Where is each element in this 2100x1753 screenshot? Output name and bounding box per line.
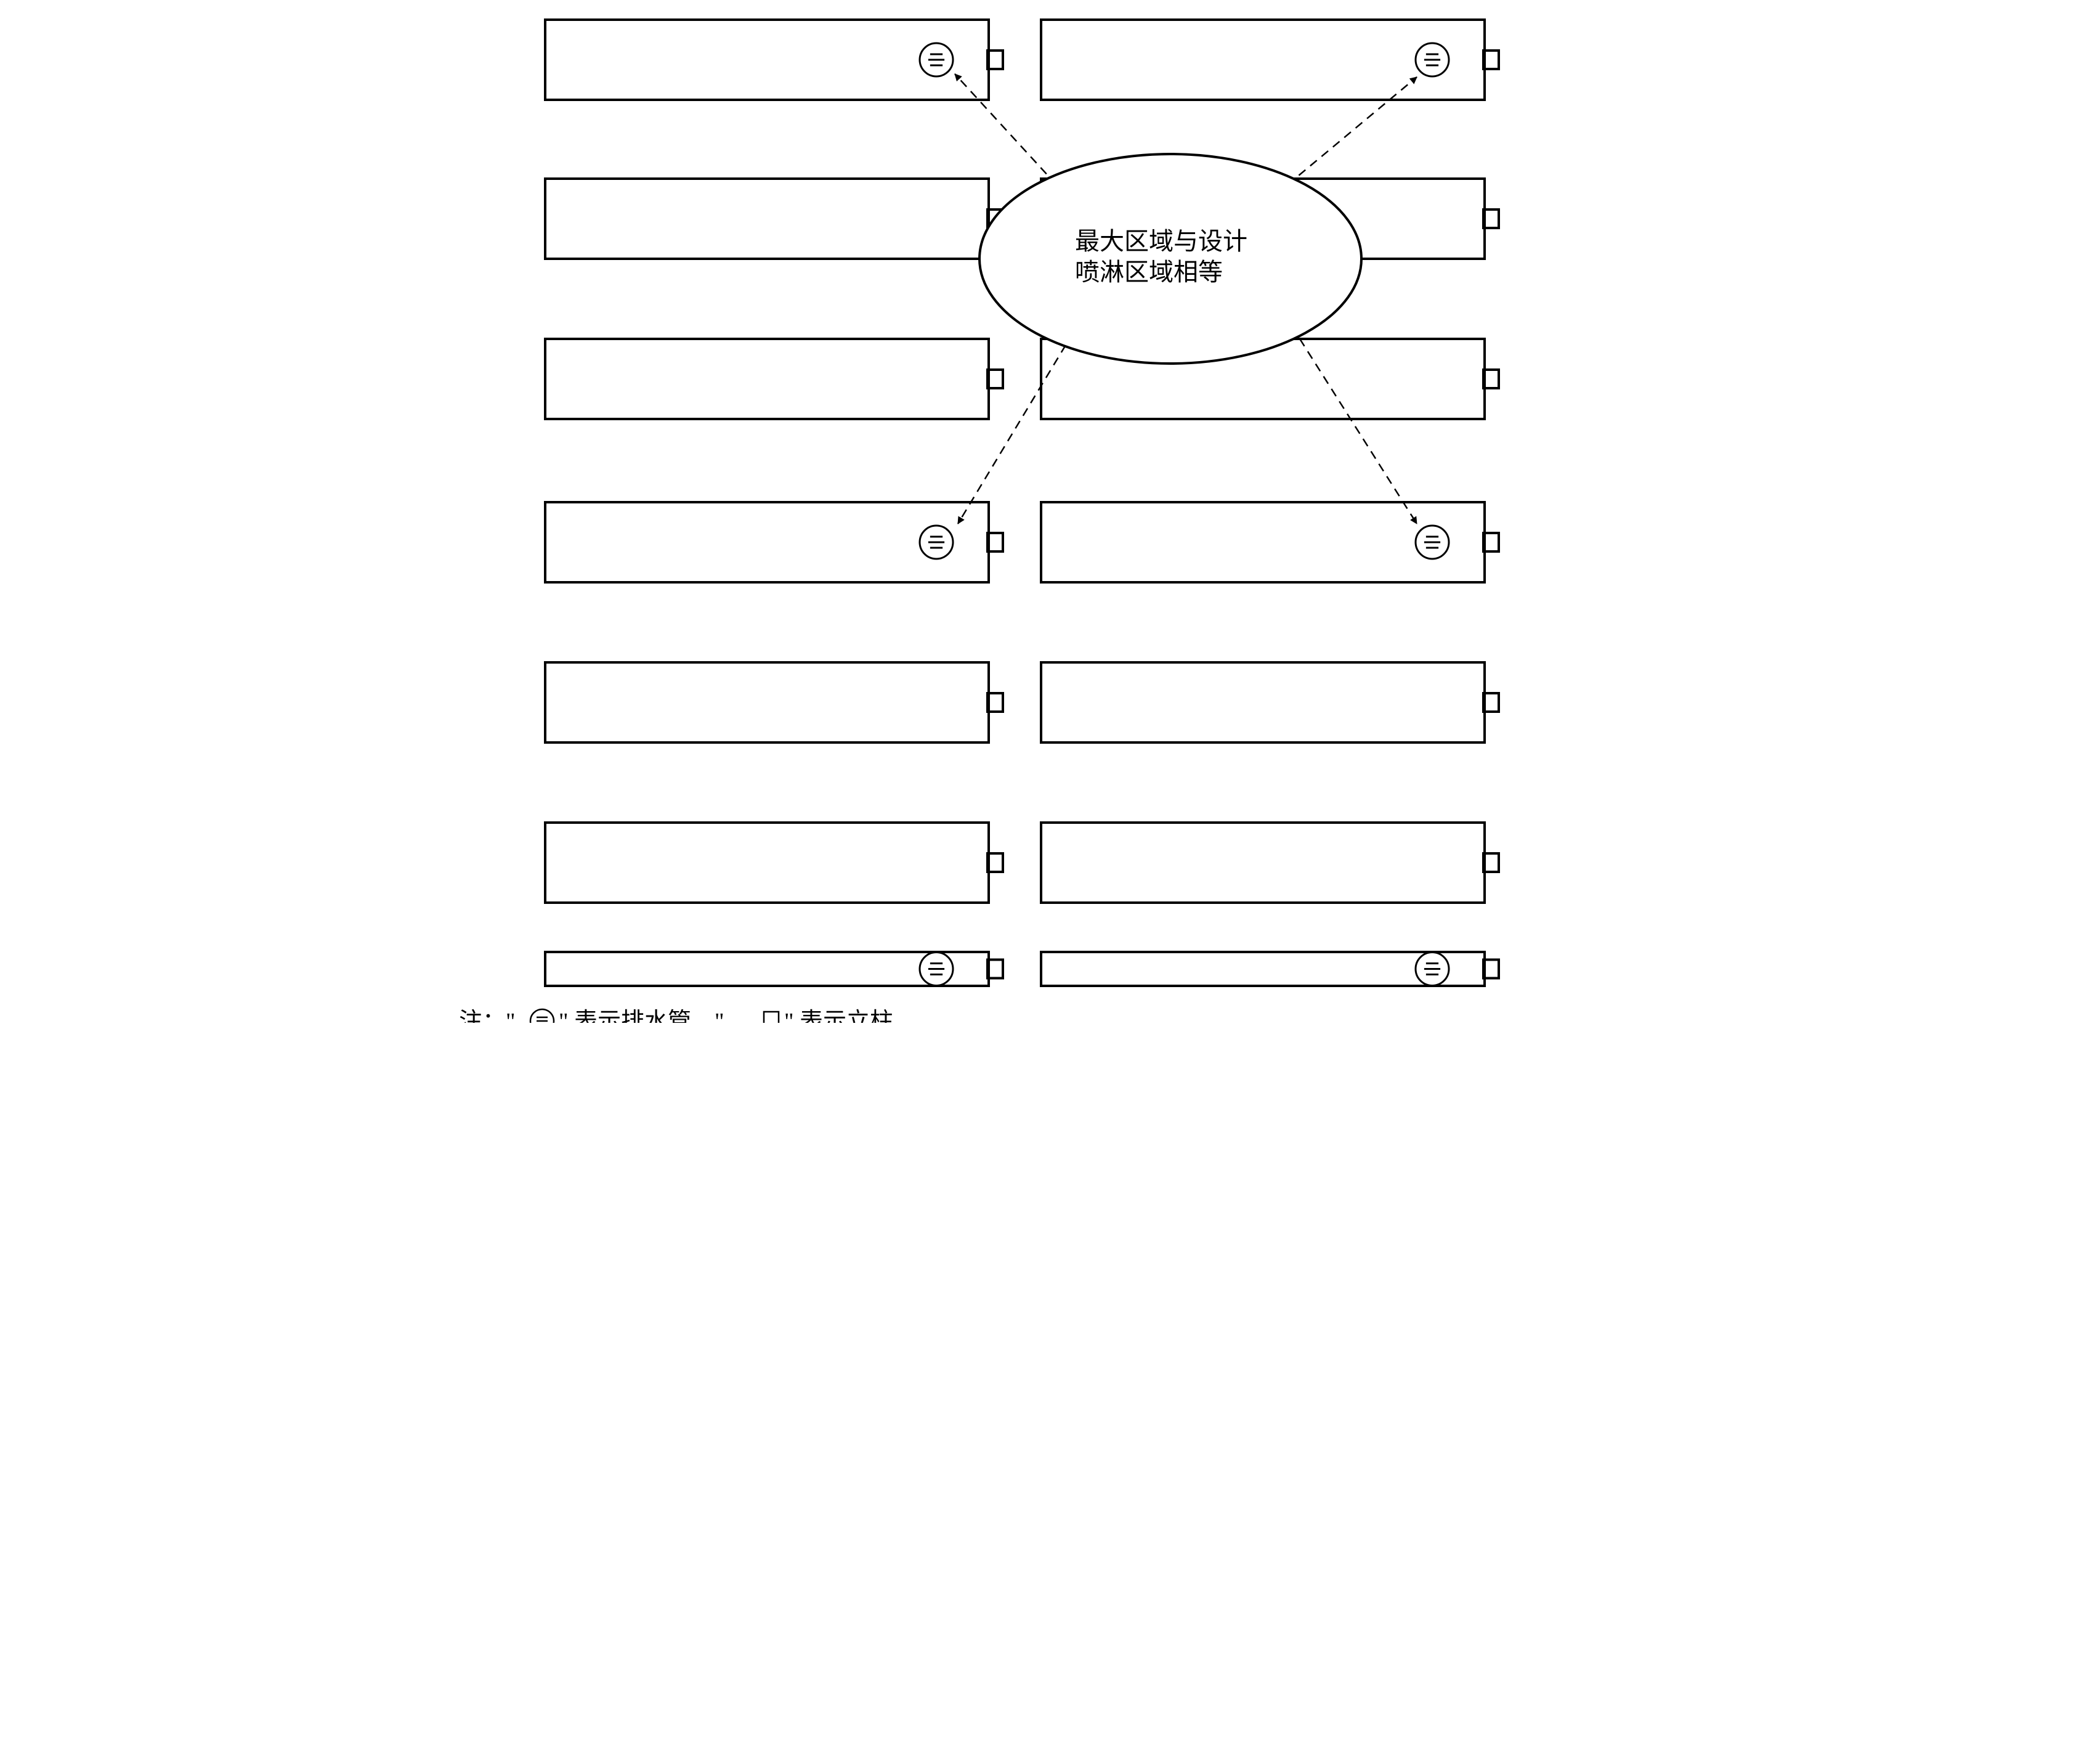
storage-rack — [545, 823, 989, 903]
drain-symbol — [920, 526, 953, 559]
drain-symbol — [1416, 43, 1449, 76]
drain-symbol — [1416, 526, 1449, 559]
drain-symbol — [1416, 953, 1449, 986]
drain-symbol — [920, 43, 953, 76]
svg-text:注：": 注：" — [459, 1009, 516, 1023]
storage-rack — [1041, 823, 1485, 903]
callout-text-line2: 喷淋区域相等 — [1075, 258, 1223, 286]
storage-rack — [1041, 662, 1485, 742]
callout-arrow — [958, 345, 1066, 524]
storage-rack — [545, 339, 989, 419]
svg-text:" 表示立柱。: " 表示立柱。 — [784, 1009, 917, 1023]
drain-symbol — [920, 953, 953, 986]
storage-rack — [545, 179, 989, 259]
callout-arrow — [1300, 339, 1417, 524]
svg-text:" 表示排水管，": " 表示排水管，" — [559, 1009, 724, 1023]
callout-arrow — [1287, 77, 1417, 185]
drainage-diagram: 最大区域与设计喷淋区域相等注："" 表示排水管，"" 表示立柱。图 A.4 地面… — [450, 12, 1651, 1023]
footnote: 注：" " 表示排水管，" " 表示立柱。 — [459, 1009, 917, 1023]
storage-rack — [545, 662, 989, 742]
callout-text-line1: 最大区域与设计 — [1075, 227, 1247, 255]
diagram-container: 最大区域与设计喷淋区域相等注："" 表示排水管，"" 表示立柱。图 A.4 地面… — [0, 0, 2100, 1753]
